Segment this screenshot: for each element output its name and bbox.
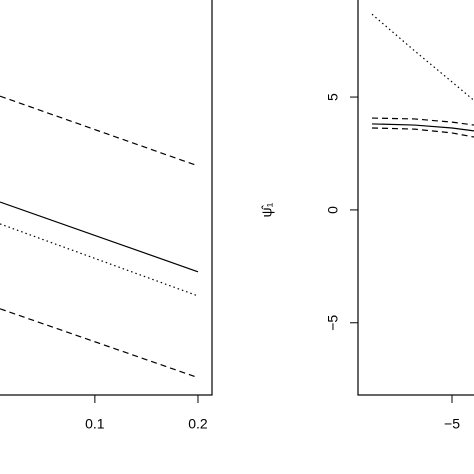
line <box>371 123 474 132</box>
plot-frame <box>0 0 213 396</box>
y-tick-label: 5 <box>325 93 341 101</box>
x-tick-label: 0.1 <box>85 416 105 432</box>
line <box>0 308 199 379</box>
line <box>0 201 199 273</box>
plot-frame <box>357 0 474 396</box>
line <box>371 13 474 101</box>
line <box>371 117 474 126</box>
line <box>371 127 474 138</box>
x-tick-label: 0.2 <box>188 416 208 432</box>
x-tick-label: −5 <box>444 416 460 432</box>
line <box>0 223 199 297</box>
line <box>0 95 199 167</box>
y-tick-label: −5 <box>325 315 341 331</box>
y-axis-label: ψ̂₁ <box>259 202 275 217</box>
y-tick-label: 0 <box>325 206 341 214</box>
